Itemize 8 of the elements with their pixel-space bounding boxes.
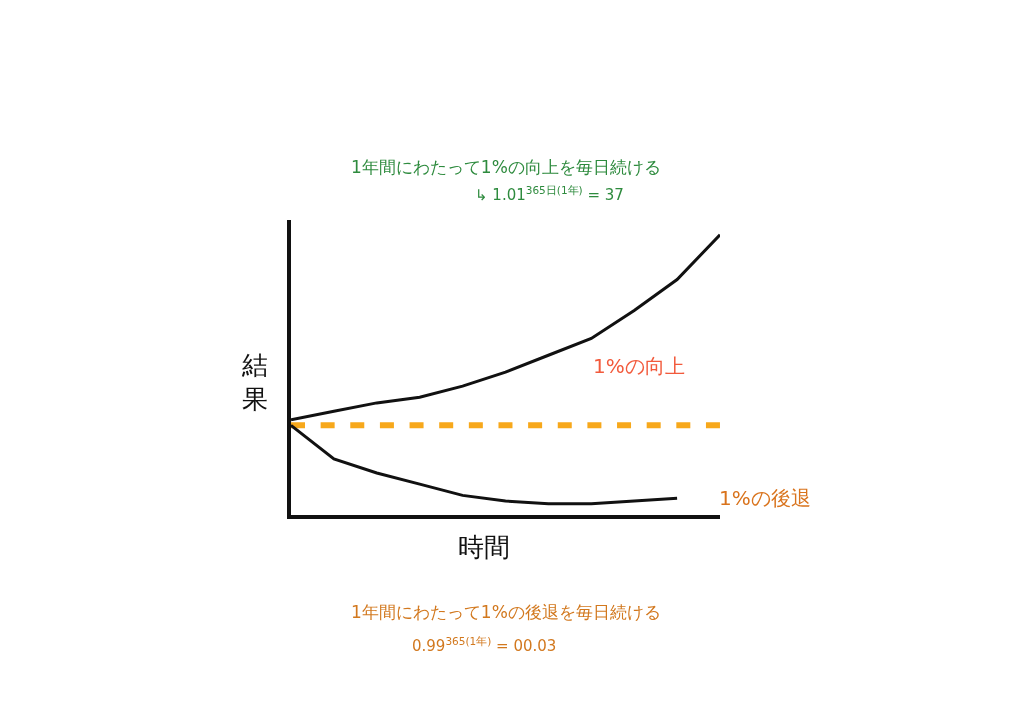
text: 0.99$^{365(1年)}$ = 00.03 <box>412 635 557 656</box>
x-axis-title: 時間 <box>458 532 510 562</box>
text: ↳ 1.01$^{365日(1年)}$ = 37 <box>475 184 624 205</box>
text: 1年間にわたって1%の向上を毎日続ける <box>351 157 661 177</box>
text: 1年間にわたって1%の後退を毎日続ける <box>351 602 661 622</box>
text: 1%の後退 <box>719 486 811 510</box>
y-axis-title: 結果 <box>241 350 268 414</box>
series-label: 1%の向上 <box>593 354 685 378</box>
